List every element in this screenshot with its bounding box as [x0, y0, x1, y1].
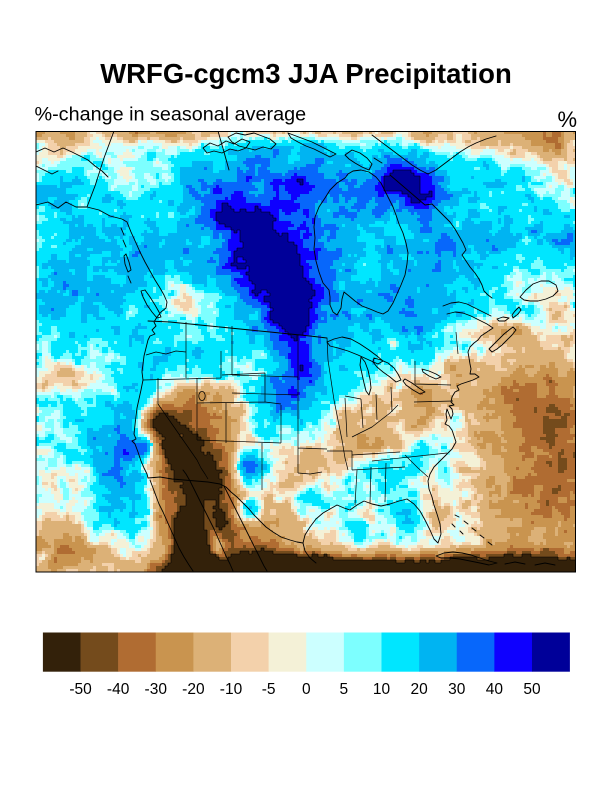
svg-text:-5: -5: [262, 681, 276, 698]
svg-text:50: 50: [523, 681, 541, 698]
svg-text:%: %: [557, 107, 577, 132]
svg-text:-30: -30: [145, 681, 168, 698]
svg-text:20: 20: [410, 681, 428, 698]
svg-text:WRFG-cgcm3 JJA Precipitation: WRFG-cgcm3 JJA Precipitation: [100, 58, 512, 89]
svg-text:-20: -20: [182, 681, 205, 698]
svg-text:-50: -50: [69, 681, 92, 698]
svg-text:40: 40: [486, 681, 504, 698]
svg-text:-40: -40: [107, 681, 130, 698]
svg-text:%-change in seasonal average: %-change in seasonal average: [35, 104, 307, 126]
svg-text:30: 30: [448, 681, 466, 698]
svg-text:5: 5: [340, 681, 349, 698]
svg-text:-10: -10: [220, 681, 243, 698]
svg-text:10: 10: [373, 681, 391, 698]
svg-text:0: 0: [302, 681, 311, 698]
